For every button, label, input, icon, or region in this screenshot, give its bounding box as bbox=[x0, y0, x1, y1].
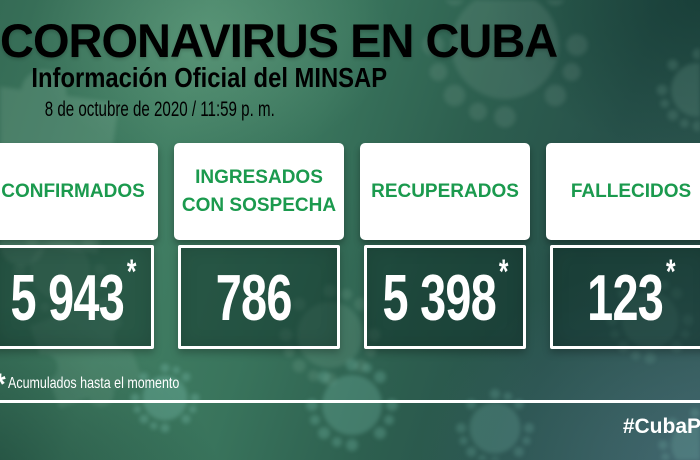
stat-value-line: 786 bbox=[216, 265, 302, 330]
stat-label: INGRESADOS CON SOSPECHA bbox=[181, 166, 337, 216]
stat-card-recuperados: RECUPERADOS 5 398 * bbox=[360, 143, 530, 349]
stat-label: RECUPERADOS bbox=[371, 180, 519, 202]
stat-value: 5 398 bbox=[382, 260, 496, 334]
stat-value-line: 123 * bbox=[586, 255, 675, 334]
stat-label-card: RECUPERADOS bbox=[360, 143, 530, 240]
stat-value-box: 786 bbox=[178, 245, 340, 349]
stat-label: CONFIRMADOS bbox=[1, 180, 145, 202]
stat-card-ingresados: INGRESADOS CON SOSPECHA 786 bbox=[174, 143, 344, 349]
footer-divider-line bbox=[0, 400, 700, 403]
stat-value-line: 5 398 * bbox=[382, 255, 508, 334]
stat-value-box: 5 943 * bbox=[0, 245, 154, 349]
hashtag-label: #CubaP bbox=[622, 415, 700, 438]
coronavirus-icon bbox=[306, 359, 398, 451]
accumulated-asterisk-icon: * bbox=[665, 252, 676, 291]
stat-card-fallecidos: FALLECIDOS 123 * bbox=[546, 143, 700, 349]
stat-card-confirmados: CONFIRMADOS 5 943 * bbox=[0, 143, 158, 349]
page-title: CORONAVIRUS EN CUBA bbox=[0, 14, 558, 67]
page-subtitle-text: Información Oficial del MINSAP bbox=[31, 62, 388, 93]
stat-label-card: INGRESADOS CON SOSPECHA bbox=[174, 143, 344, 240]
stat-value-line: 5 943 * bbox=[10, 255, 136, 334]
accumulated-asterisk-icon: * bbox=[126, 252, 136, 291]
stat-value-box: 5 398 * bbox=[364, 245, 526, 349]
stat-label: FALLECIDOS bbox=[570, 180, 692, 202]
report-date: 8 de octubre de 2020 / 11:59 p. m. bbox=[0, 98, 700, 121]
stat-value-box: 123 * bbox=[550, 245, 700, 349]
footnote-text: Acumulados hasta el momento bbox=[7, 375, 180, 392]
stat-value: 123 bbox=[586, 260, 664, 334]
footnote-asterisk-icon: * bbox=[0, 370, 6, 400]
footnote: *Acumulados hasta el momento bbox=[0, 370, 227, 404]
stat-value: 5 943 bbox=[10, 260, 124, 334]
stat-value: 786 bbox=[215, 260, 293, 334]
report-date-text: 8 de octubre de 2020 / 11:59 p. m. bbox=[44, 98, 275, 121]
stat-label-card: CONFIRMADOS bbox=[0, 143, 158, 240]
accumulated-asterisk-icon: * bbox=[498, 252, 508, 291]
page-subtitle: Información Oficial del MINSAP bbox=[0, 62, 700, 93]
stat-label-card: FALLECIDOS bbox=[546, 143, 700, 240]
stat-cards-row: CONFIRMADOS 5 943 * INGRESADOS CON SOSPE… bbox=[0, 143, 700, 349]
